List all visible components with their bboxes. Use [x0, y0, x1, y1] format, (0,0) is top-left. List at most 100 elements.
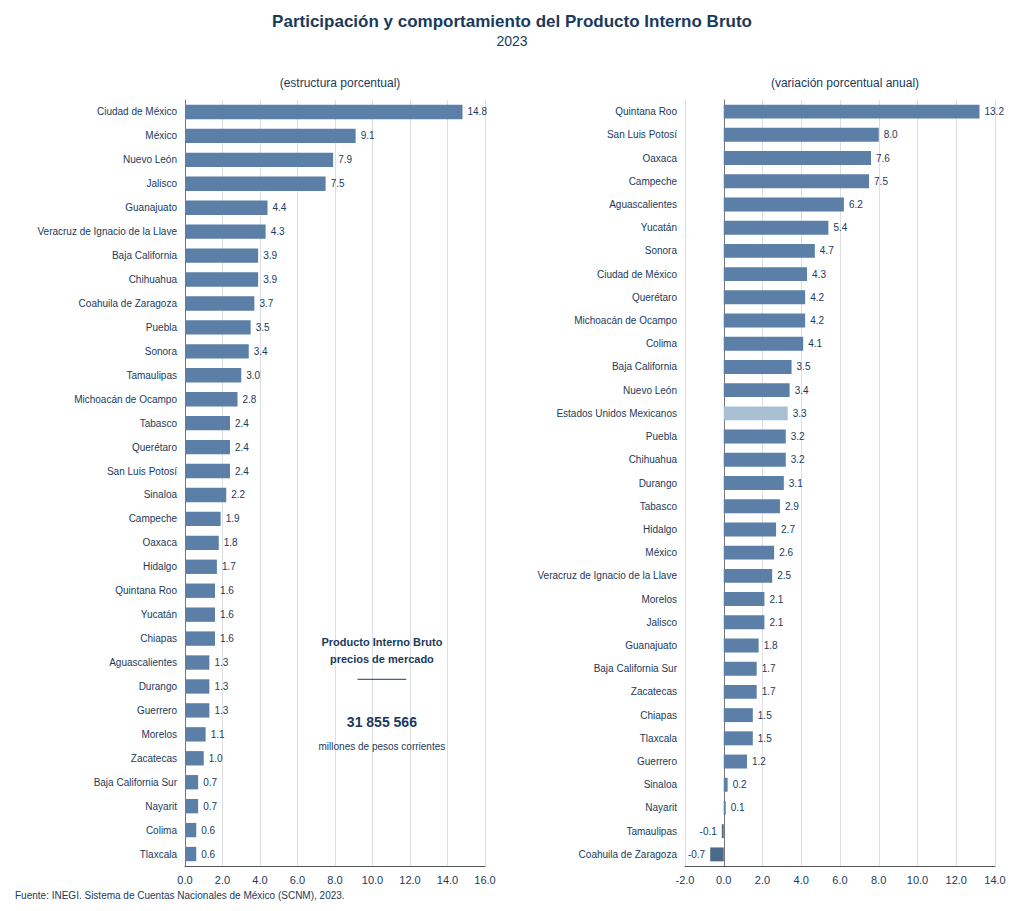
svg-text:Querétaro: Querétaro: [632, 292, 677, 303]
svg-text:0.0: 0.0: [177, 874, 192, 886]
svg-text:1.8: 1.8: [224, 537, 238, 548]
svg-text:Campeche: Campeche: [129, 513, 178, 524]
svg-text:Baja California: Baja California: [112, 250, 177, 261]
svg-text:9.1: 9.1: [361, 130, 375, 141]
svg-text:0.0: 0.0: [716, 874, 731, 886]
svg-text:Oaxaca: Oaxaca: [643, 153, 678, 164]
svg-text:0.7: 0.7: [203, 801, 217, 812]
svg-text:Zacatecas: Zacatecas: [131, 753, 177, 764]
svg-text:3.0: 3.0: [246, 370, 260, 381]
svg-text:14.0: 14.0: [437, 874, 458, 886]
svg-text:Tlaxcala: Tlaxcala: [640, 733, 678, 744]
svg-text:Guanajuato: Guanajuato: [125, 202, 177, 213]
svg-text:Michoacán de Ocampo: Michoacán de Ocampo: [74, 394, 177, 405]
svg-text:Jalisco: Jalisco: [146, 178, 177, 189]
svg-text:San Luis Potosí: San Luis Potosí: [107, 466, 177, 477]
svg-text:2.4: 2.4: [235, 442, 249, 453]
svg-text:1.5: 1.5: [758, 710, 772, 721]
svg-text:Fuente: INEGI. Sistema de Cuen: Fuente: INEGI. Sistema de Cuentas Nacion…: [15, 890, 345, 901]
svg-text:Aguascalientes: Aguascalientes: [109, 657, 177, 668]
svg-text:4.2: 4.2: [810, 315, 824, 326]
svg-text:2.5: 2.5: [777, 570, 791, 581]
svg-text:Puebla: Puebla: [146, 322, 178, 333]
svg-text:10.0: 10.0: [362, 874, 383, 886]
svg-text:Querétaro: Querétaro: [132, 442, 177, 453]
svg-text:Sinaloa: Sinaloa: [144, 489, 178, 500]
svg-text:2.2: 2.2: [231, 489, 245, 500]
svg-text:precios de mercado: precios de mercado: [330, 653, 434, 665]
svg-text:1.1: 1.1: [211, 729, 225, 740]
svg-text:14.8: 14.8: [468, 106, 488, 117]
svg-text:Veracruz de Ignacio de la Llav: Veracruz de Ignacio de la Llave: [37, 226, 177, 237]
svg-text:3.1: 3.1: [789, 478, 803, 489]
svg-text:4.2: 4.2: [810, 292, 824, 303]
svg-text:San Luis Potosí: San Luis Potosí: [607, 129, 677, 140]
svg-text:Aguascalientes: Aguascalientes: [609, 199, 677, 210]
svg-text:1.8: 1.8: [764, 640, 778, 651]
svg-text:1.0: 1.0: [209, 753, 223, 764]
svg-text:1.6: 1.6: [220, 585, 234, 596]
svg-text:2.0: 2.0: [755, 874, 770, 886]
svg-text:8.0: 8.0: [871, 874, 886, 886]
svg-text:Colima: Colima: [146, 825, 178, 836]
svg-text:Oaxaca: Oaxaca: [143, 537, 178, 548]
svg-text:Nuevo León: Nuevo León: [623, 385, 677, 396]
svg-text:5.4: 5.4: [833, 222, 847, 233]
svg-text:3.3: 3.3: [793, 408, 807, 419]
svg-text:2.8: 2.8: [243, 394, 257, 405]
svg-text:Producto Interno Bruto: Producto Interno Bruto: [321, 636, 442, 648]
svg-text:Durango: Durango: [139, 681, 178, 692]
svg-text:4.4: 4.4: [273, 202, 287, 213]
svg-text:Morelos: Morelos: [641, 594, 677, 605]
svg-text:2.6: 2.6: [779, 547, 793, 558]
svg-text:Michoacán de Ocampo: Michoacán de Ocampo: [574, 315, 677, 326]
svg-text:2.0: 2.0: [215, 874, 230, 886]
svg-text:Chiapas: Chiapas: [640, 710, 677, 721]
svg-text:2.9: 2.9: [785, 501, 799, 512]
svg-text:10.0: 10.0: [907, 874, 928, 886]
svg-text:3.5: 3.5: [256, 322, 270, 333]
svg-text:12.0: 12.0: [946, 874, 967, 886]
svg-text:-2.0: -2.0: [676, 874, 695, 886]
svg-text:Coahuila de Zaragoza: Coahuila de Zaragoza: [79, 298, 178, 309]
svg-text:4.7: 4.7: [820, 245, 834, 256]
svg-text:Baja California Sur: Baja California Sur: [594, 663, 678, 674]
svg-text:0.1: 0.1: [731, 802, 745, 813]
svg-text:Durango: Durango: [639, 478, 678, 489]
svg-text:Campeche: Campeche: [629, 176, 678, 187]
svg-text:1.6: 1.6: [220, 633, 234, 644]
svg-text:16.0: 16.0: [474, 874, 495, 886]
svg-text:Sonora: Sonora: [645, 245, 678, 256]
svg-text:Participación y comportamiento: Participación y comportamiento del Produ…: [272, 12, 752, 31]
svg-text:8.0: 8.0: [327, 874, 342, 886]
svg-text:3.2: 3.2: [791, 431, 805, 442]
svg-text:12.0: 12.0: [399, 874, 420, 886]
svg-text:Puebla: Puebla: [646, 431, 678, 442]
svg-text:Tlaxcala: Tlaxcala: [140, 849, 178, 860]
svg-text:Sinaloa: Sinaloa: [644, 779, 678, 790]
svg-text:Quintana Roo: Quintana Roo: [615, 106, 677, 117]
svg-text:millones de pesos corrientes: millones de pesos corrientes: [319, 741, 446, 752]
svg-text:Nayarit: Nayarit: [145, 801, 177, 812]
svg-text:0.7: 0.7: [203, 777, 217, 788]
svg-text:2.1: 2.1: [769, 594, 783, 605]
svg-text:Tabasco: Tabasco: [640, 501, 678, 512]
svg-text:1.9: 1.9: [226, 513, 240, 524]
svg-text:31 855 566: 31 855 566: [347, 714, 417, 730]
svg-text:1.7: 1.7: [222, 561, 236, 572]
svg-text:6.0: 6.0: [290, 874, 305, 886]
svg-text:Ciudad de México: Ciudad de México: [597, 269, 677, 280]
svg-text:México: México: [145, 130, 177, 141]
svg-text:3.7: 3.7: [259, 298, 273, 309]
svg-text:Baja California: Baja California: [612, 361, 677, 372]
svg-text:1.3: 1.3: [214, 681, 228, 692]
svg-text:Colima: Colima: [646, 338, 678, 349]
svg-text:14.0: 14.0: [984, 874, 1005, 886]
svg-text:(estructura porcentual): (estructura porcentual): [280, 76, 401, 90]
svg-text:2.4: 2.4: [235, 418, 249, 429]
svg-text:2023: 2023: [496, 33, 527, 49]
svg-text:2.4: 2.4: [235, 466, 249, 477]
svg-text:4.1: 4.1: [808, 338, 822, 349]
svg-text:3.2: 3.2: [791, 454, 805, 465]
svg-text:Tabasco: Tabasco: [140, 418, 178, 429]
